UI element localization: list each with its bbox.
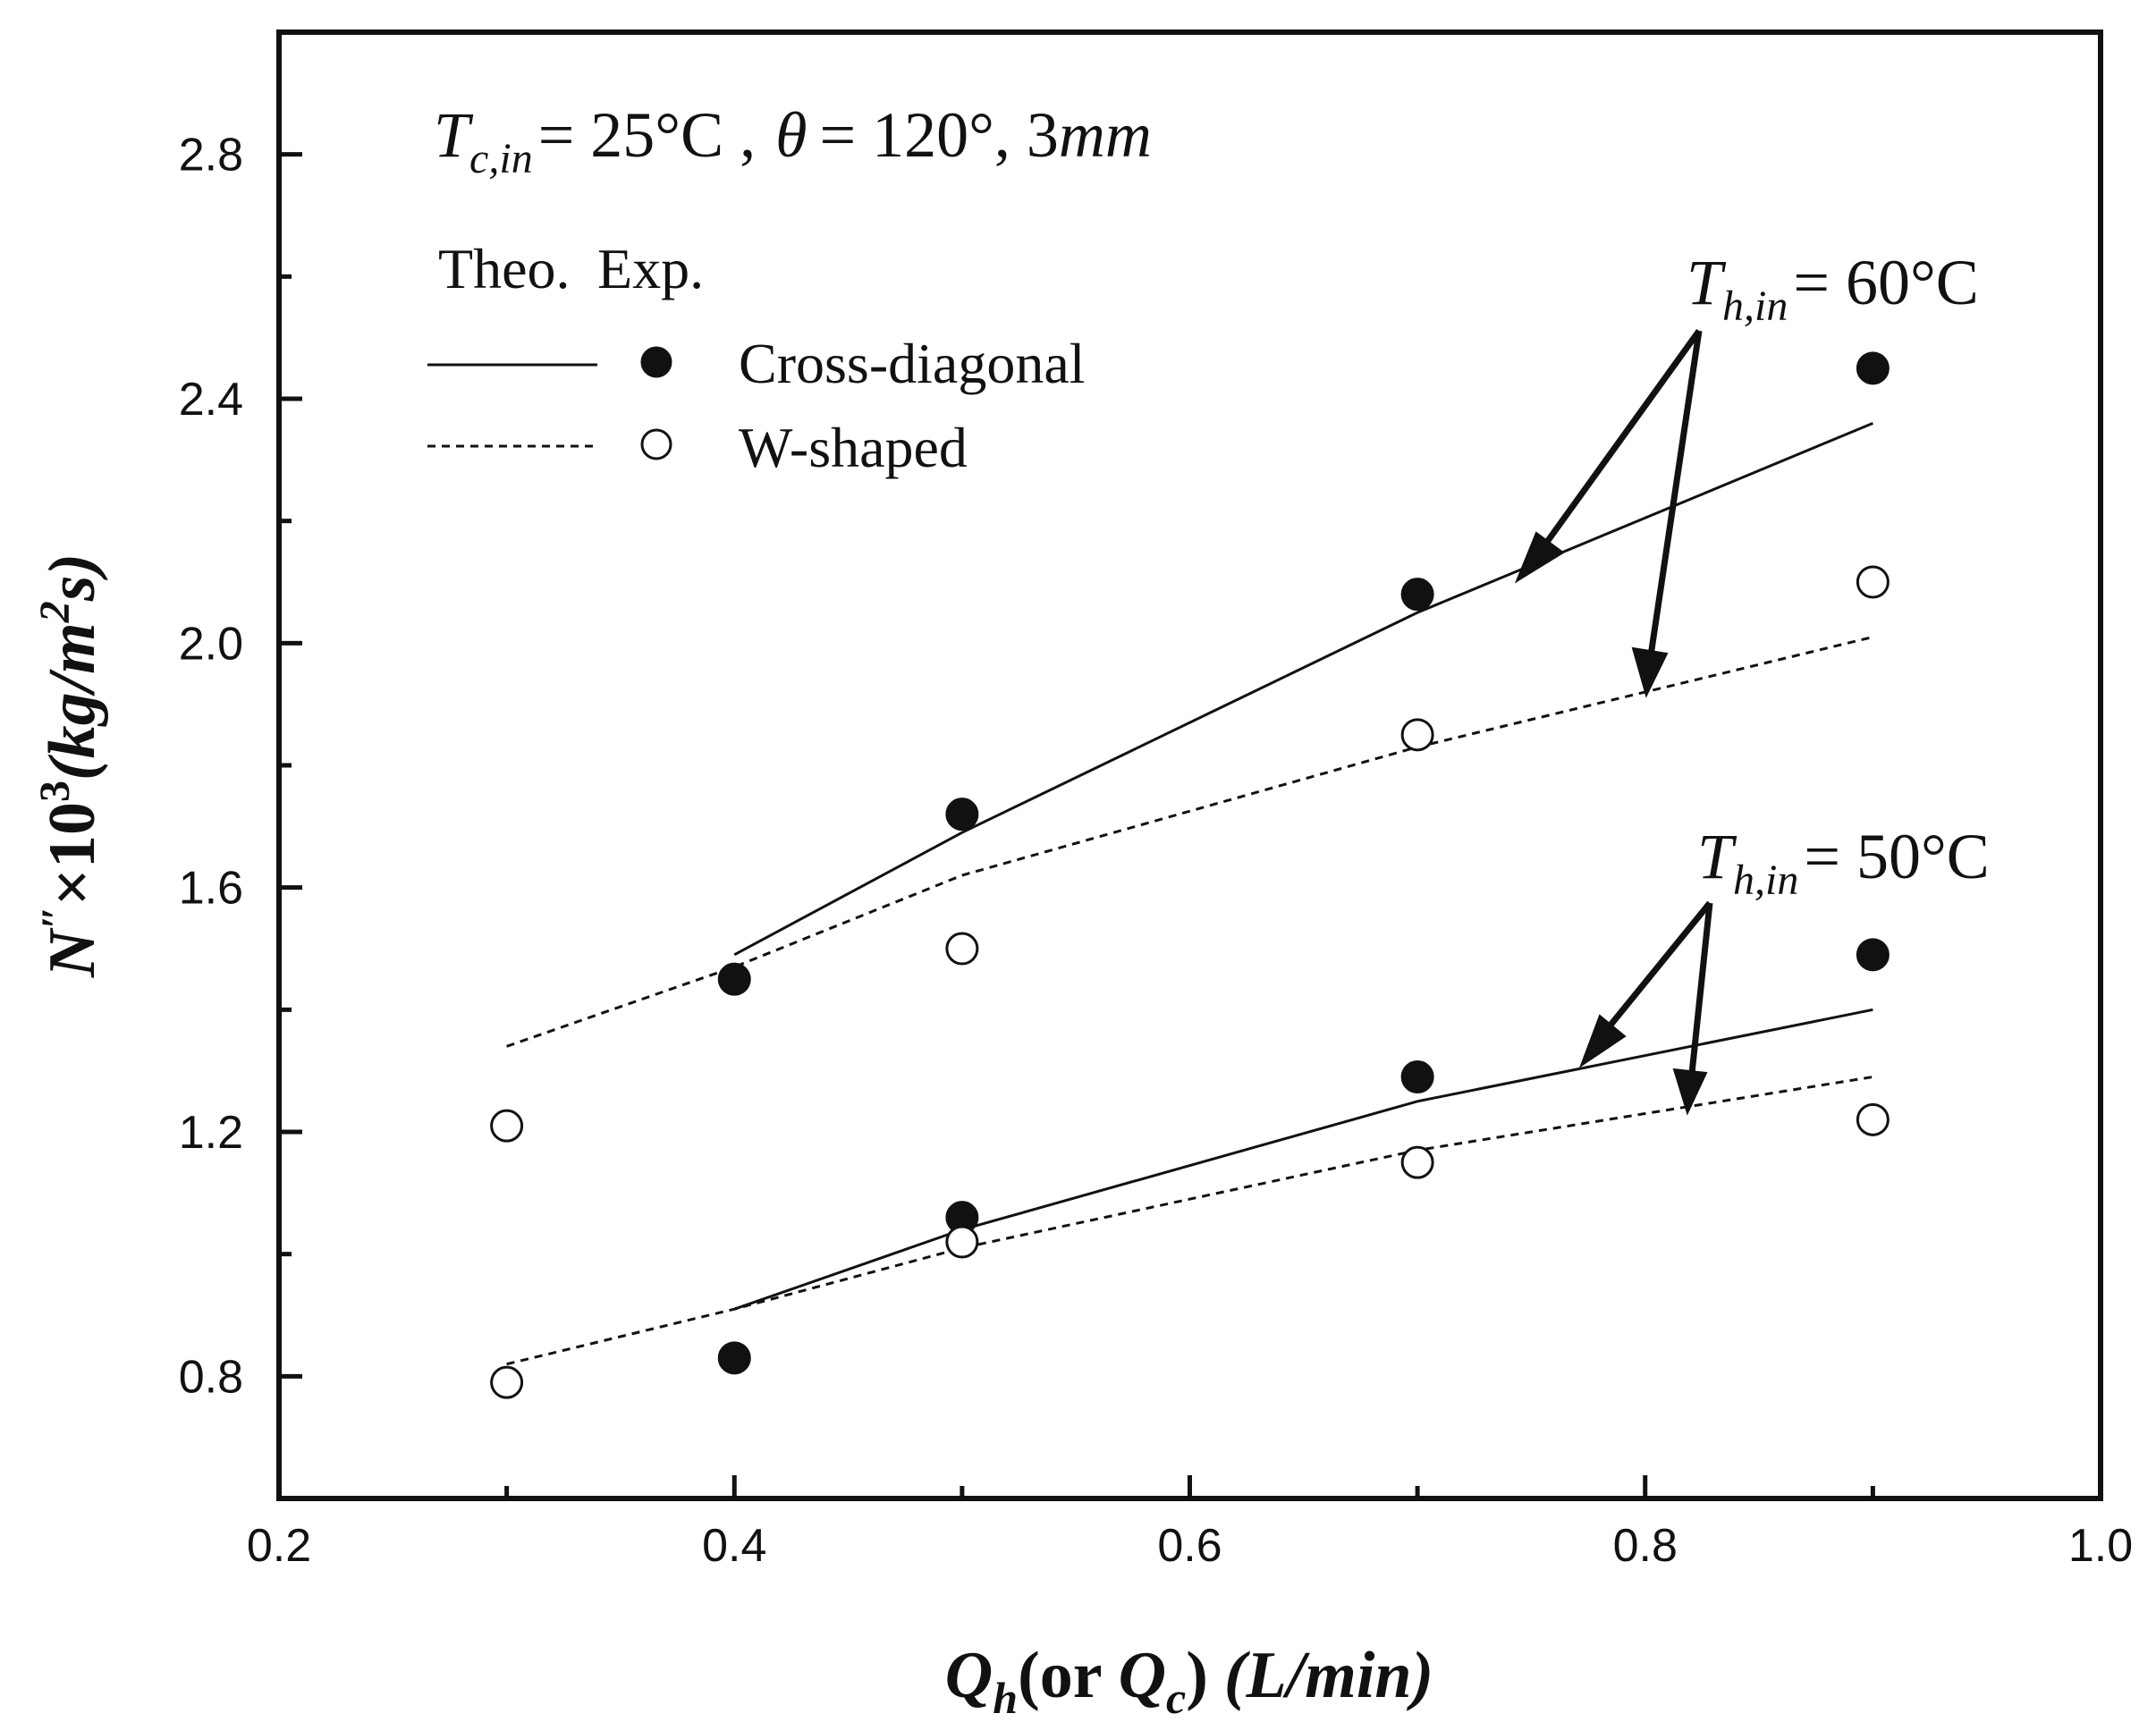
y-tick-label: 2.4 xyxy=(179,374,243,426)
open-data-point xyxy=(1856,1102,1890,1136)
open-data-point xyxy=(490,1365,524,1399)
x-title-units: (L/min) xyxy=(1224,1639,1433,1712)
y-tick-label: 1.2 xyxy=(179,1107,243,1159)
arrow-50-dashed xyxy=(1687,902,1713,1083)
legend-header-theo: Theo. xyxy=(438,237,571,300)
arrowhead-60-dashed xyxy=(1631,646,1669,698)
annotation-50: Th,in= 50°C xyxy=(1697,821,1990,904)
legend: Theo. Exp. Cross-diagonal W-shaped xyxy=(427,237,1086,479)
annotation-60: Th,in= 60°C xyxy=(1687,247,1979,330)
filled-data-point xyxy=(945,798,979,831)
condition-mm: mm xyxy=(1059,99,1152,171)
y-title-prime: ″ xyxy=(33,906,80,930)
open-data-point xyxy=(945,1225,979,1259)
annotation-arrows xyxy=(1514,328,1713,1116)
x-title-paren: ) xyxy=(1186,1639,1208,1712)
x-title-q1-sub: h xyxy=(993,1673,1018,1722)
series-line-5 xyxy=(506,1076,1873,1366)
filled-data-point xyxy=(717,1341,751,1375)
legend-label-cross-diagonal: Cross-diagonal xyxy=(739,332,1086,395)
filled-data-point xyxy=(1856,351,1890,385)
axis-ticks xyxy=(276,30,2103,1501)
annotation-60-symbol: T xyxy=(1687,247,1727,318)
annotation-60-value: = 60°C xyxy=(1793,247,1978,318)
filled-data-point xyxy=(717,962,751,996)
x-tick-label: 0.4 xyxy=(702,1520,766,1572)
x-title-q1: Q xyxy=(945,1639,993,1712)
condition-t-value: = 25°C , xyxy=(538,99,756,171)
open-data-point xyxy=(1856,565,1890,599)
filled-data-point xyxy=(1400,1060,1434,1093)
open-data-point xyxy=(1400,718,1434,752)
x-tick-label: 0.2 xyxy=(247,1520,311,1572)
y-title-times: ×10 xyxy=(36,802,109,906)
legend-label-w-shaped: W-shaped xyxy=(739,416,968,479)
y-title-exp3: 3 xyxy=(31,781,79,802)
arrow-60-dashed xyxy=(1646,330,1703,663)
arrowhead-50-solid xyxy=(1578,1014,1627,1068)
arrowhead-50-dashed xyxy=(1672,1068,1708,1116)
x-title-q2-sub: c xyxy=(1166,1673,1186,1722)
legend-open-marker xyxy=(640,428,672,460)
open-data-point xyxy=(1400,1145,1434,1179)
condition-theta-symbol: θ xyxy=(775,99,807,171)
legend-header-exp: Exp. xyxy=(597,237,704,300)
annotation-60-subscript: h,in xyxy=(1722,283,1788,330)
arrowhead-60-solid xyxy=(1514,531,1565,584)
condition-t-symbol: T xyxy=(434,99,474,171)
annotation-50-symbol: T xyxy=(1697,821,1737,892)
x-axis-title: Qh(or Qc) (L/min) xyxy=(945,1639,1433,1722)
open-data-point xyxy=(490,1109,524,1143)
annotation-50-value: = 50°C xyxy=(1804,821,1989,892)
arrow-60-solid xyxy=(1535,328,1702,557)
series-points xyxy=(490,351,1890,1399)
arrow-50-solid xyxy=(1598,900,1712,1040)
y-tick-label: 2.0 xyxy=(179,618,243,670)
condition-t-subscript: c,in xyxy=(469,135,533,182)
condition-text: Tc,in= 25°C , θ = 120°, 3mm xyxy=(434,99,1152,182)
series-line-0 xyxy=(733,421,1873,957)
filled-data-point xyxy=(1400,578,1434,612)
series-line-4 xyxy=(733,1008,1873,1311)
condition-theta-value: = 120°, 3 xyxy=(819,99,1058,171)
annotation-50-subscript: h,in xyxy=(1733,857,1798,904)
x-title-q2: Q xyxy=(1119,1639,1166,1712)
y-axis-title: N″×103(kg/m2s) xyxy=(31,553,109,978)
y-title-n: N xyxy=(36,927,109,978)
y-title-units-a: (kg/m xyxy=(36,622,109,781)
series-lines xyxy=(506,421,1873,1366)
y-title-units-b: s) xyxy=(36,553,109,602)
open-data-point xyxy=(945,932,979,966)
x-tick-label: 0.6 xyxy=(1157,1520,1222,1572)
y-tick-label: 0.8 xyxy=(179,1351,243,1403)
y-tick-label: 2.8 xyxy=(179,130,243,181)
filled-data-point xyxy=(1856,938,1890,972)
y-title-exp2: 2 xyxy=(31,601,79,623)
legend-filled-marker xyxy=(640,346,672,378)
y-tick-label: 1.6 xyxy=(179,863,243,915)
x-tick-label: 0.8 xyxy=(1613,1520,1678,1572)
tick-labels: 0.2 0.4 0.6 0.8 1.0 0.8 1.2 1.6 2.0 2.4 2.8 xyxy=(179,130,2133,1572)
x-tick-label: 1.0 xyxy=(2068,1520,2133,1572)
x-title-mid: (or xyxy=(1018,1639,1103,1712)
series-line-1 xyxy=(506,636,1873,1048)
